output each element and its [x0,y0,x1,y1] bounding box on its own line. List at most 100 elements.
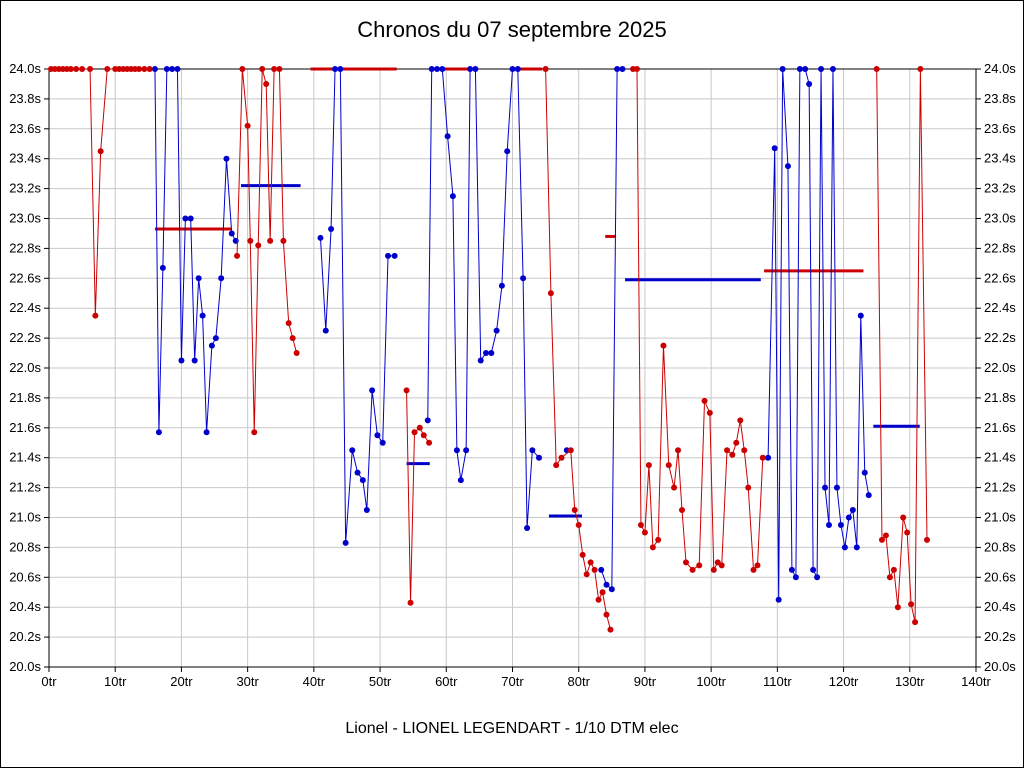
driver-red-point [259,66,266,72]
driver-red-point [553,462,560,469]
driver-red-point [890,566,897,573]
driver-red-point [587,559,594,566]
x-tick-label: 20tr [170,674,193,689]
y-tick-label-left: 24.0s [9,61,41,76]
y-tick-label-left: 23.0s [9,211,41,226]
driver-red-point [247,237,254,244]
driver-red-point [426,439,433,446]
driver-red-point [146,66,153,72]
driver-red-line [545,68,611,630]
driver-blue-point [212,335,219,342]
driver-red-point [924,536,931,543]
driver-blue-point [509,66,516,72]
driver-blue-point [826,521,833,528]
driver-red-point [894,604,901,611]
driver-red-point [407,599,414,606]
driver-blue-point [524,524,531,531]
driver-red-point [904,529,911,536]
x-tick-label: 90tr [634,674,657,689]
y-tick-label-right: 23.4s [984,151,1016,166]
x-tick-label: 10tr [104,674,127,689]
y-tick-label-left: 20.4s [9,599,41,614]
driver-red-point [908,601,915,608]
driver-red-point [741,447,748,454]
driver-red-point [701,397,708,404]
x-tick-label: 140tr [961,674,991,689]
y-tick-label-right: 21.0s [984,510,1016,525]
x-tick-label: 120tr [829,674,859,689]
driver-blue-point [223,155,230,162]
y-tick-label-left: 20.6s [9,569,41,584]
y-tick-label-right: 23.0s [984,211,1016,226]
x-tick-label: 60tr [435,674,458,689]
y-tick-label-right: 23.8s [984,91,1016,106]
driver-blue-point [598,566,605,573]
driver-red-point [558,454,565,461]
driver-blue-point [178,357,185,364]
driver-red-point [87,66,94,72]
driver-blue-point [810,566,817,573]
x-tick-label: 70tr [501,674,524,689]
driver-red-point [607,626,614,633]
y-tick-label-left: 21.4s [9,450,41,465]
driver-red-point [583,571,590,578]
x-tick-label: 30tr [236,674,259,689]
y-tick-label-left: 22.6s [9,270,41,285]
y-tick-label-right: 21.4s [984,450,1016,465]
driver-blue-point [845,514,852,521]
y-tick-label-left: 22.0s [9,360,41,375]
driver-blue-line [767,68,870,600]
y-tick-label-left: 23.2s [9,181,41,196]
driver-red-point [92,312,99,319]
driver-blue-point [155,429,162,436]
driver-blue-point [328,225,335,232]
driver-blue-point [861,469,868,476]
driver-blue-point [796,66,803,72]
y-tick-label-right: 21.6s [984,420,1016,435]
driver-blue-point [369,387,376,394]
driver-red-point [733,439,740,446]
driver-blue-point [424,417,431,424]
driver-red-point [234,252,241,259]
driver-red-point [79,66,86,72]
y-tick-label-left: 21.2s [9,480,41,495]
driver-red-point [710,566,717,573]
driver-blue-point [771,145,778,152]
driver-blue-point [434,66,441,72]
driver-blue-point [342,539,349,546]
driver-blue-line [427,68,540,528]
driver-blue-point [837,521,844,528]
driver-red-point [416,424,423,431]
driver-red-point [547,290,554,297]
y-tick-label-left: 22.2s [9,330,41,345]
driver-red-point [567,447,574,454]
y-tick-label-right: 20.8s [984,539,1016,554]
driver-red-point [660,342,667,349]
driver-red-point [706,409,713,416]
driver-red-point [900,514,907,521]
driver-blue-point [457,477,464,484]
driver-red-point [97,148,104,155]
driver-red-point [745,484,752,491]
driver-blue-point [151,66,158,72]
driver-blue-point [428,66,435,72]
driver-blue-point [829,66,836,72]
driver-blue-point [332,66,339,72]
y-tick-label-right: 20.0s [984,659,1016,674]
driver-blue-point [322,327,329,334]
driver-red-point [645,462,652,469]
driver-blue-point [208,342,215,349]
driver-red-point [878,536,885,543]
driver-red-point [633,66,640,72]
driver-blue-point [385,252,392,259]
driver-blue-point [792,574,799,581]
y-tick-label-left: 23.6s [9,121,41,136]
y-tick-label-right: 22.6s [984,270,1016,285]
y-tick-label-right: 22.8s [984,240,1016,255]
driver-red-point [759,454,766,461]
driver-red-point [679,507,686,514]
driver-blue-point [603,581,610,588]
driver-blue-point [788,566,795,573]
driver-blue-point [520,275,527,282]
driver-red-point [591,566,598,573]
